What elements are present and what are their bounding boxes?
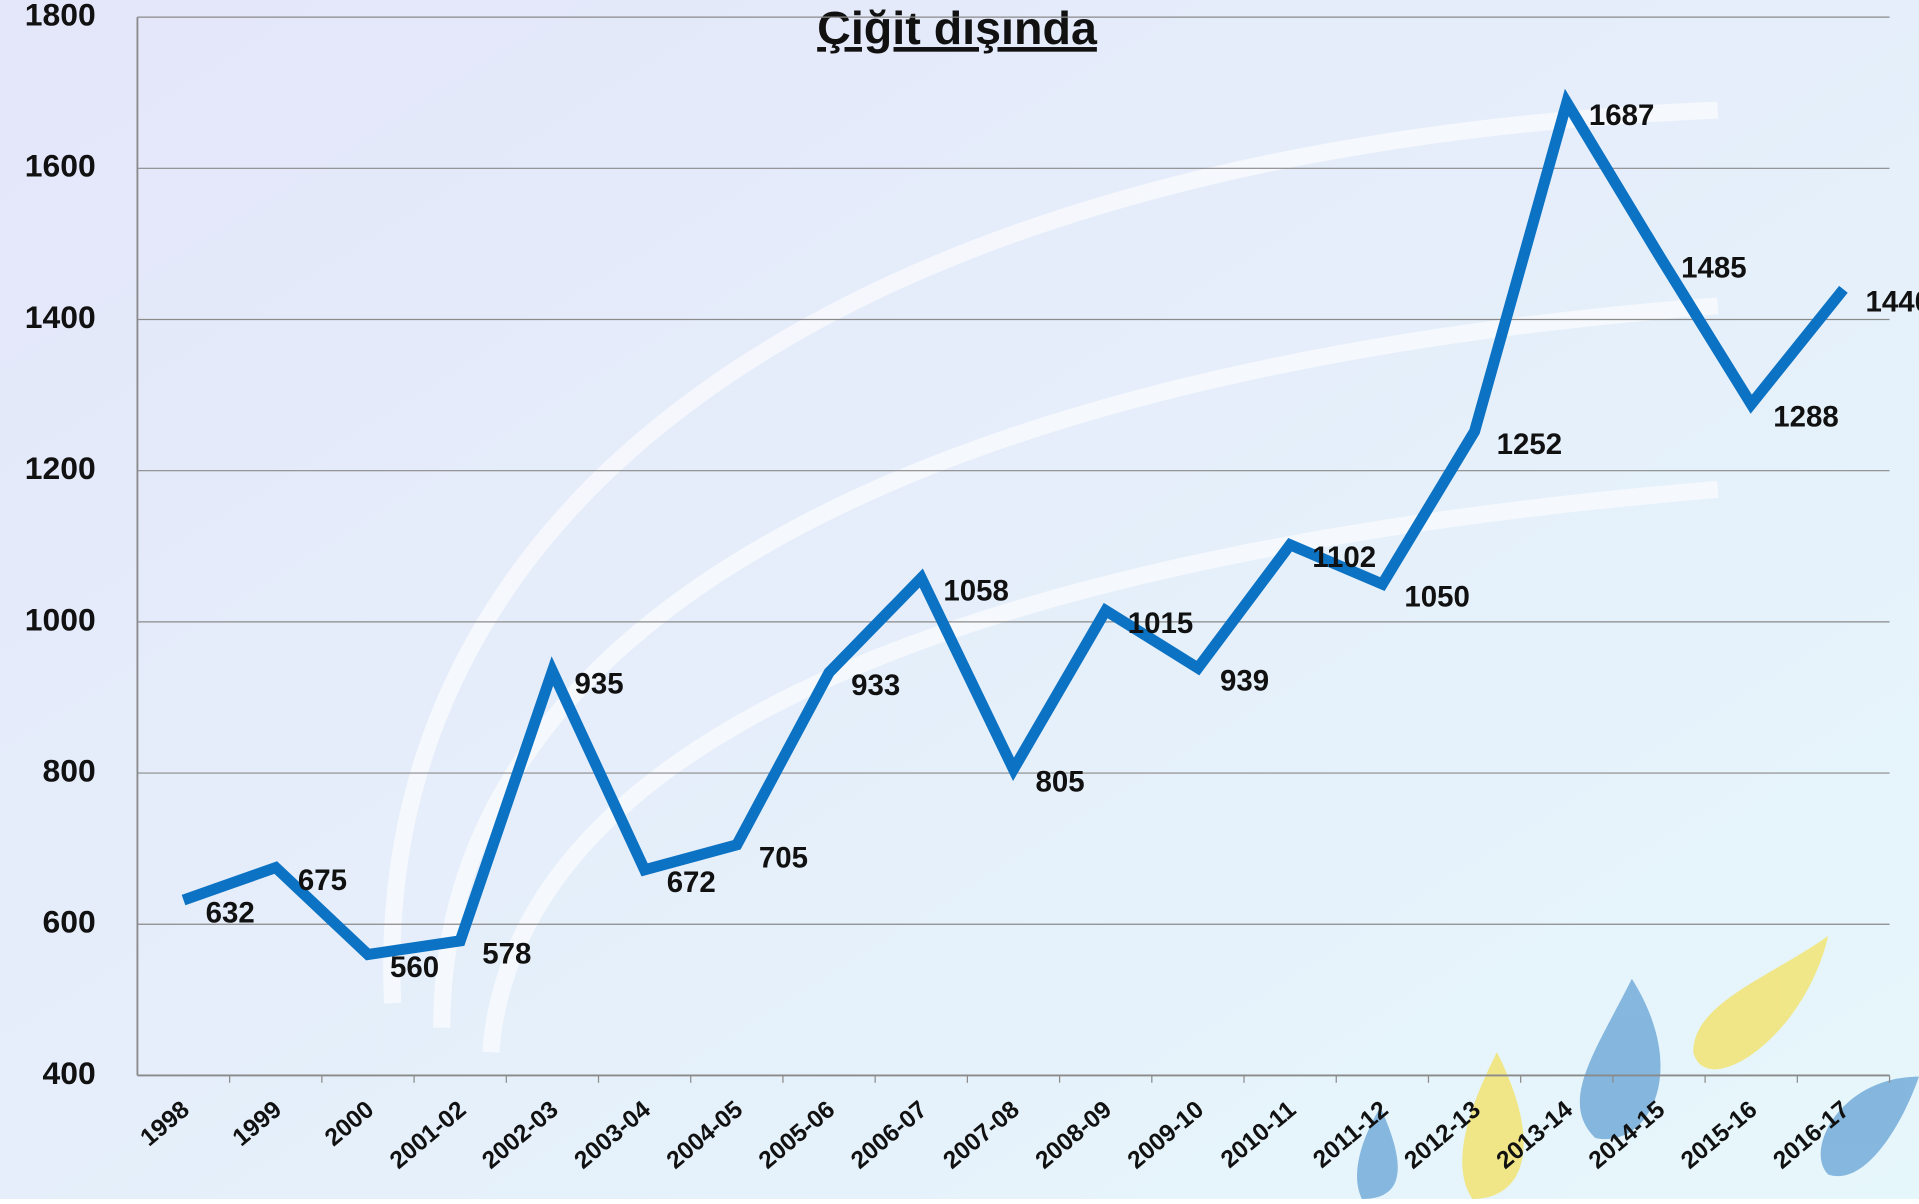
y-tick-label: 1800 — [25, 0, 96, 33]
data-label: 578 — [482, 937, 531, 970]
data-label: 939 — [1220, 664, 1269, 697]
data-label: 705 — [759, 841, 808, 874]
y-tick-label: 1000 — [25, 601, 96, 637]
data-label: 935 — [574, 667, 623, 700]
y-tick-label: 600 — [42, 904, 95, 940]
data-label: 1687 — [1589, 99, 1654, 132]
data-label: 560 — [390, 951, 439, 984]
data-label: 1050 — [1404, 581, 1469, 614]
data-label: 1288 — [1773, 401, 1838, 434]
data-label: 1440 — [1866, 286, 1919, 319]
data-label: 1252 — [1497, 428, 1562, 461]
chart: Çiğit dışında 400 600 800 1000 1200 1400 1600 1… — [0, 0, 1919, 1199]
y-tick-label: 400 — [42, 1055, 95, 1091]
data-label: 805 — [1036, 766, 1085, 799]
data-label: 672 — [667, 866, 716, 899]
y-tick-label: 800 — [42, 752, 95, 788]
data-label: 1102 — [1312, 541, 1376, 574]
y-tick-label: 1400 — [25, 299, 96, 335]
data-label: 675 — [298, 864, 347, 897]
data-label: 1485 — [1681, 252, 1746, 285]
y-tick-label: 1200 — [25, 450, 96, 486]
data-label: 933 — [851, 669, 900, 702]
chart-title: Çiğit dışında — [817, 2, 1098, 54]
data-label: 632 — [206, 897, 255, 930]
data-label: 1015 — [1128, 607, 1193, 640]
y-tick-label: 1600 — [25, 148, 96, 184]
data-label: 1058 — [943, 575, 1008, 608]
